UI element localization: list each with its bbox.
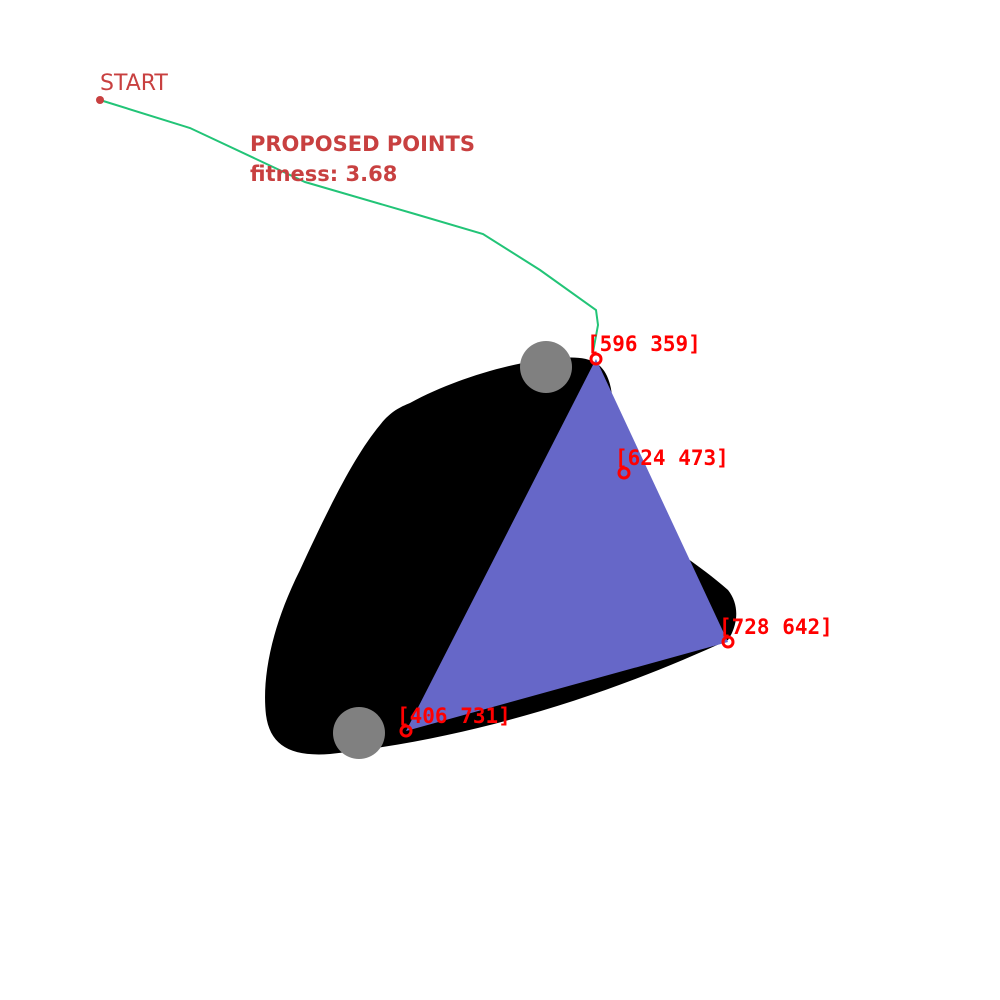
fitness-text: fitness: 3.68	[250, 162, 397, 186]
proposed-points-heading: PROPOSED POINTS	[250, 132, 475, 156]
point-marker	[589, 352, 603, 366]
start-marker	[96, 96, 104, 104]
point-label: [728 642]	[719, 615, 833, 639]
point-label: [624 473]	[615, 446, 729, 470]
obstacle-circle	[333, 707, 385, 759]
robot-path	[99, 99, 600, 353]
point-label: [596 359]	[587, 332, 701, 356]
proposed-triangle	[406, 359, 728, 731]
point-marker	[721, 635, 735, 649]
point-marker	[399, 724, 413, 738]
obstacle-circle	[520, 341, 572, 393]
point-label: [406 731]	[397, 704, 511, 728]
point-marker	[617, 466, 631, 480]
start-label: START	[100, 71, 168, 96]
